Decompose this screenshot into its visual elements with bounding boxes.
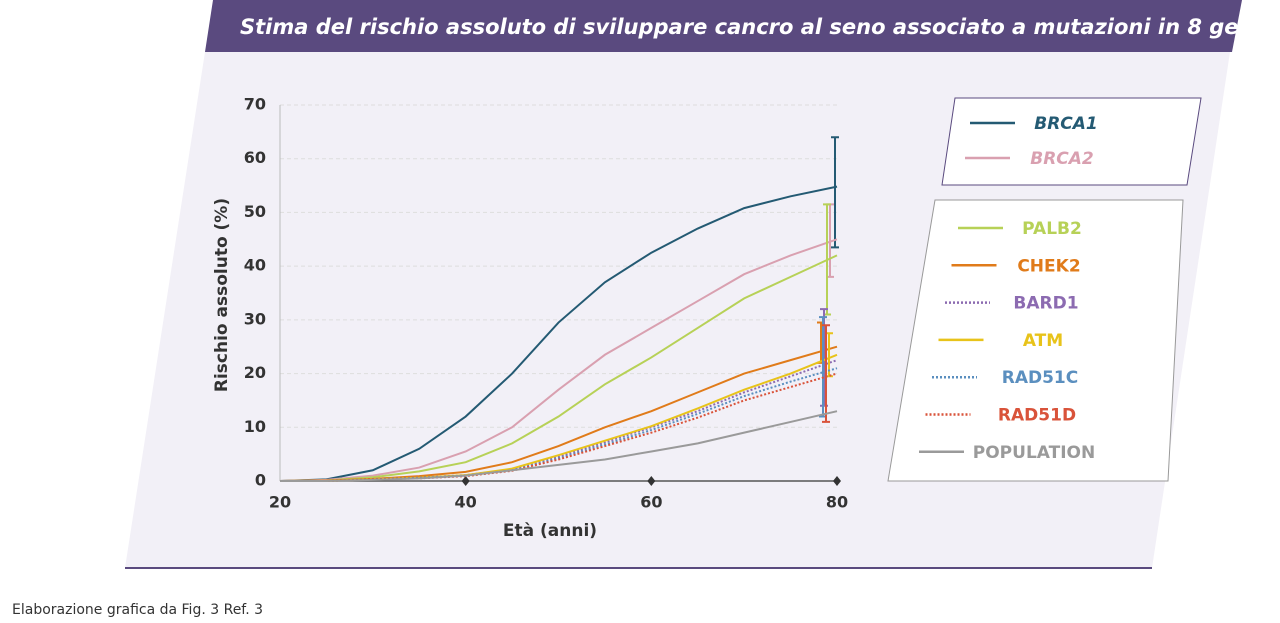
legend-label: ATM — [1023, 331, 1063, 351]
source-note: Elaborazione grafica da Fig. 3 Ref. 3 — [12, 602, 263, 618]
x-tick-label: 40 — [455, 493, 477, 512]
series-line — [280, 410, 838, 482]
y-tick-label: 20 — [244, 363, 266, 382]
y-tick-label: 50 — [244, 202, 266, 221]
legend-label: CHEK2 — [1017, 256, 1080, 276]
y-tick-label: 10 — [244, 417, 266, 436]
y-tick-label: 30 — [244, 309, 266, 328]
error-bar — [822, 324, 830, 423]
y-axis-label: Rischio assoluto (%) — [212, 198, 232, 392]
title-superscript: 3 — [1261, 13, 1269, 27]
title-bar — [205, 0, 1242, 52]
legend-label: BARD1 — [1013, 294, 1078, 314]
title-text: Stima del rischio assoluto di sviluppare… — [240, 15, 1261, 39]
x-tick-label: 60 — [640, 493, 662, 512]
legend-box — [887, 199, 1184, 482]
legend-label: BRCA2 — [1030, 149, 1094, 169]
legend-label: RAD51C — [1002, 368, 1079, 388]
y-tick-label: 40 — [244, 256, 266, 275]
x-tick-label: 20 — [269, 493, 291, 512]
x-tick-mark — [461, 476, 470, 486]
x-axis-label: Età (anni) — [503, 521, 597, 541]
x-tick-mark — [647, 476, 656, 486]
legend-label: PALB2 — [1022, 219, 1082, 239]
legend-box — [941, 97, 1202, 186]
legend-label: POPULATION — [973, 443, 1095, 463]
y-tick-label: 0 — [255, 471, 266, 490]
y-tick-label: 70 — [244, 95, 266, 114]
legend-label: BRCA1 — [1034, 114, 1098, 134]
series-line — [279, 238, 838, 482]
y-tick-label: 60 — [244, 148, 266, 167]
error-bar — [831, 136, 839, 249]
x-tick-label: 80 — [826, 493, 848, 512]
series-line — [279, 254, 838, 482]
legend-label: RAD51D — [998, 406, 1076, 426]
chart-title: Stima del rischio assoluto di sviluppare… — [240, 13, 1269, 40]
series-line — [279, 185, 838, 482]
x-tick-mark — [833, 476, 841, 486]
